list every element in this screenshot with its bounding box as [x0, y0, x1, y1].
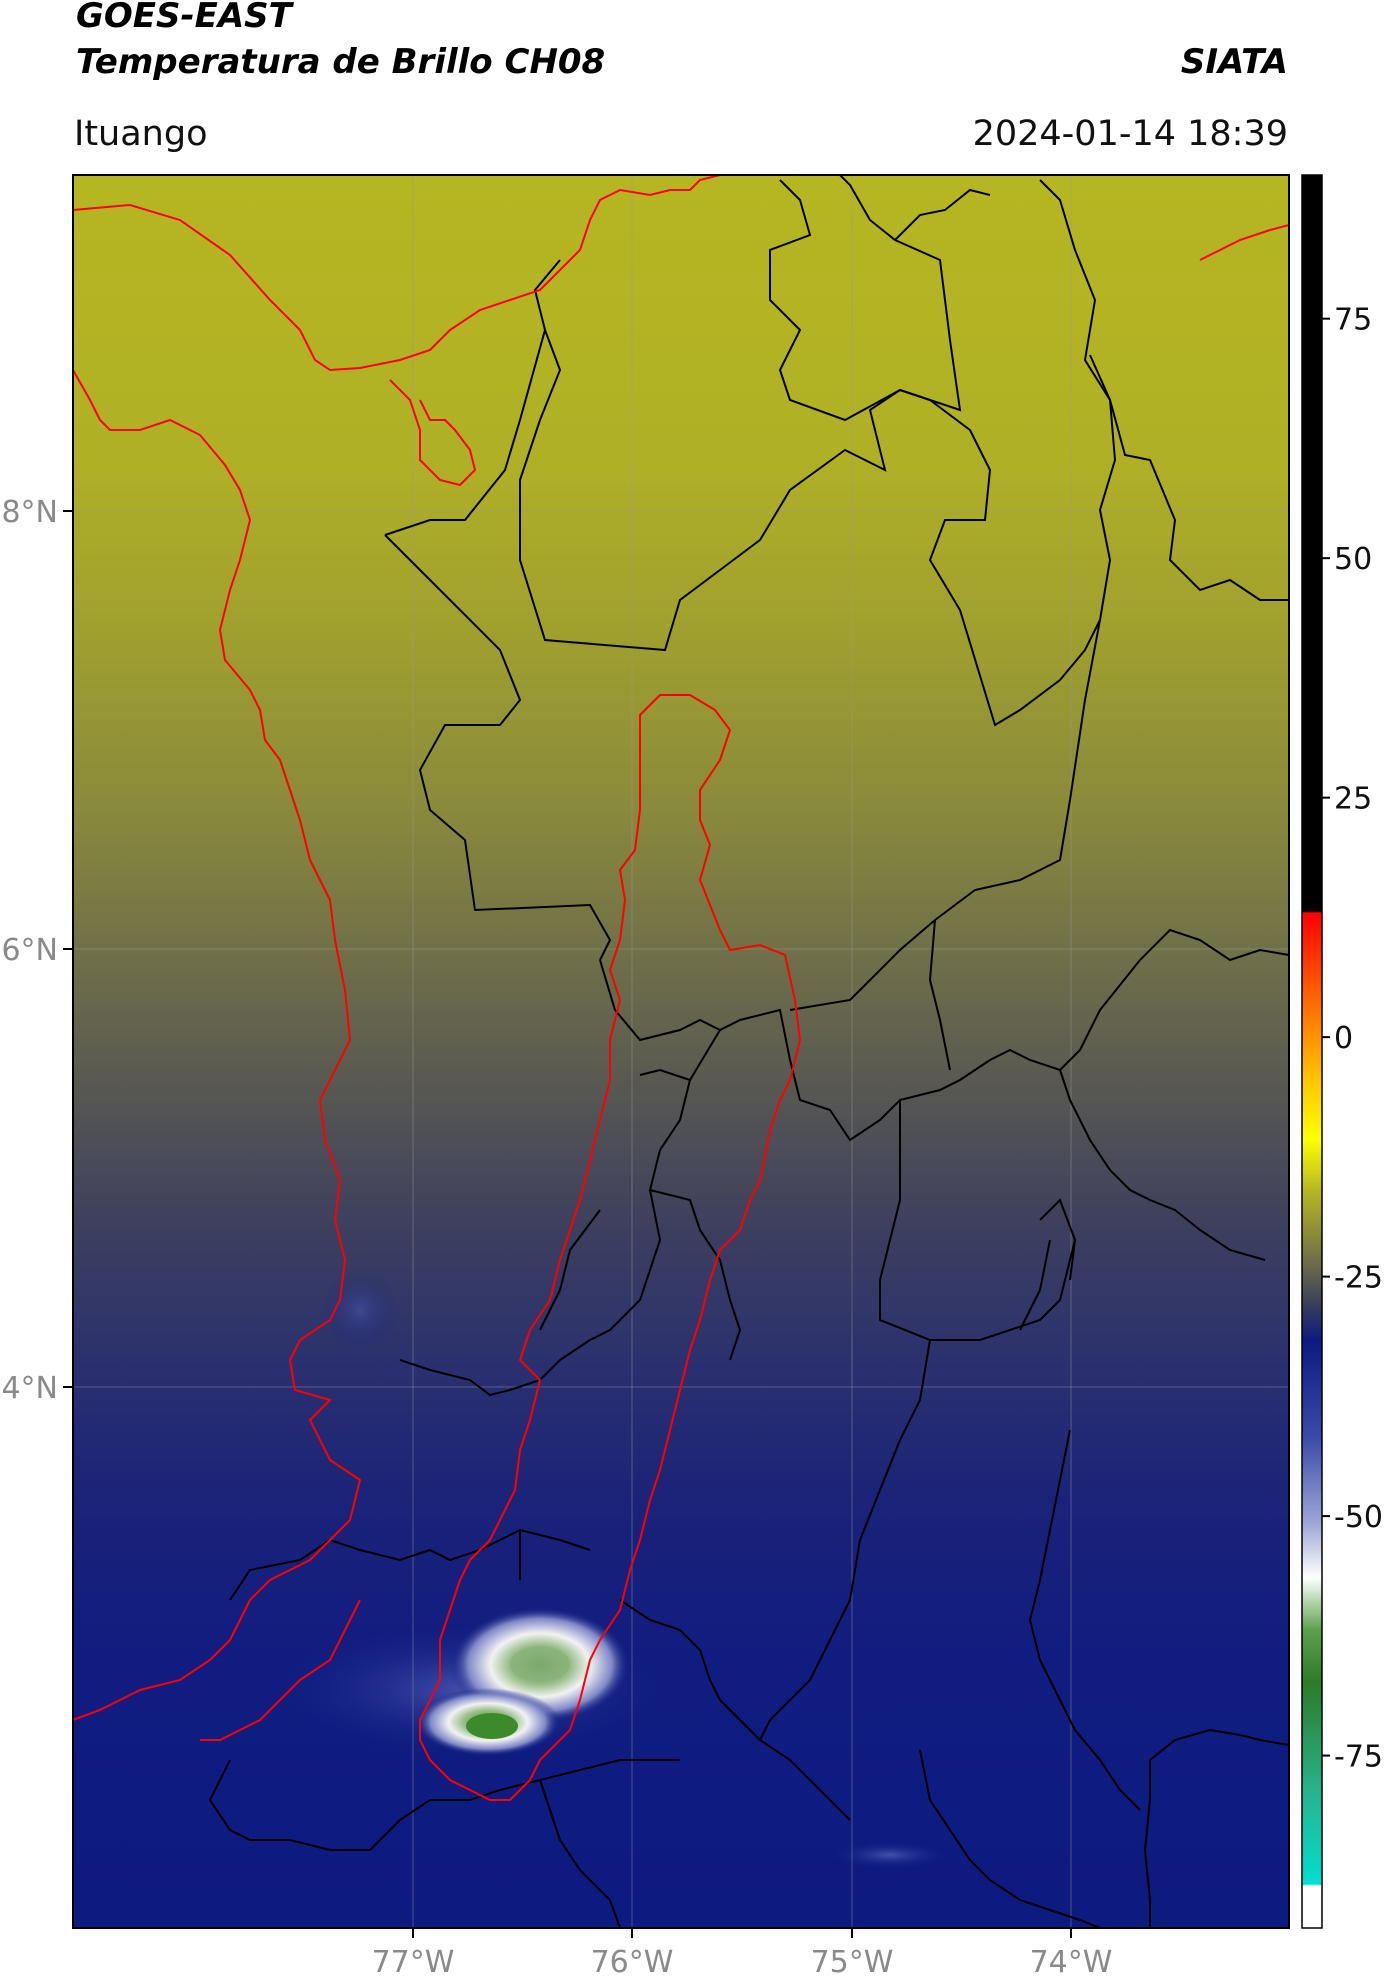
region-label: Ituango	[74, 114, 208, 154]
lat-tick-label: 4°N	[1, 1371, 58, 1406]
lon-tick-label: 75°W	[811, 1945, 894, 1980]
map-background	[73, 175, 1289, 1928]
colorbar-tick-label: -25	[1334, 1261, 1383, 1296]
lon-tick-label: 76°W	[591, 1945, 674, 1980]
cold-core-green	[466, 1713, 518, 1739]
coastline	[73, 175, 1289, 1741]
lon-tick-label: 74°W	[1030, 1945, 1113, 1980]
colorbar-tick-label: 0	[1334, 1021, 1353, 1056]
colorbar-tick-label: 50	[1334, 542, 1372, 577]
cloud-haze	[320, 1270, 400, 1350]
river-basin-outline	[419, 694, 802, 1801]
colorbar-tick-label: 25	[1334, 782, 1372, 817]
lat-tick-label: 8°N	[1, 495, 58, 530]
datetime-label: 2024-01-14 18:39	[972, 114, 1288, 154]
title-line-1: GOES-EAST	[76, 0, 292, 36]
admin-borders	[208, 175, 1289, 1928]
colorbar-tick-label: -50	[1334, 1500, 1383, 1535]
plot-frame	[72, 174, 1290, 1929]
lat-tick-label: 6°N	[1, 933, 58, 968]
source-label: SIATA	[1180, 42, 1288, 82]
colorbar	[1301, 174, 1323, 1929]
colorbar-tick-label: -75	[1334, 1740, 1383, 1775]
cloud-haze	[830, 1841, 950, 1869]
cold-core-green	[510, 1646, 570, 1682]
lon-tick-label: 77°W	[372, 1945, 455, 1980]
colorbar-tick-label: 75	[1334, 303, 1372, 338]
axis-ticks	[63, 510, 1072, 1938]
colorbar-ticks: 75 50 25 0 -25 -50 -75	[1322, 303, 1383, 1775]
title-line-2: Temperatura de Brillo CH08	[76, 42, 606, 82]
